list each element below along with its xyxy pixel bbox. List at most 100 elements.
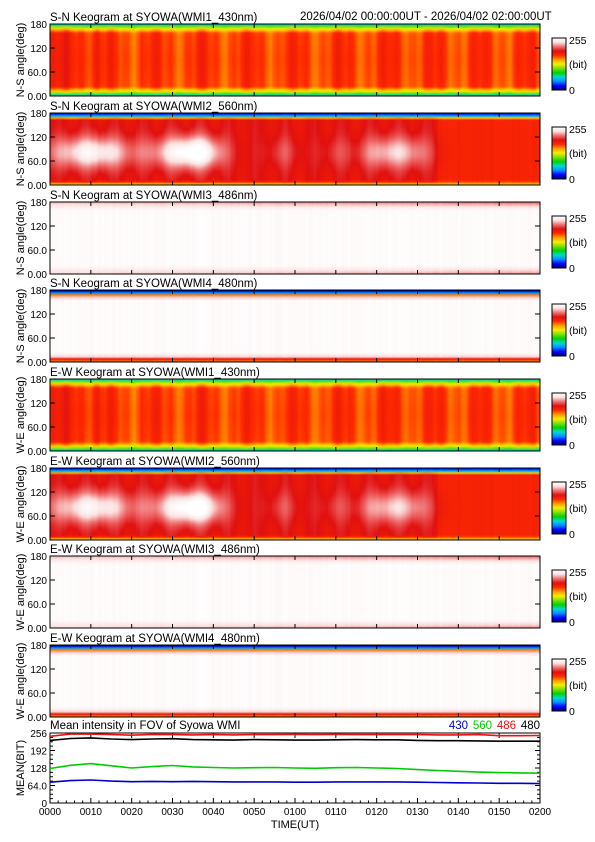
y-tick-label: 64.0 — [28, 782, 48, 793]
y-tick-label: 60.0 — [28, 600, 48, 611]
y-tick-label: 60.0 — [28, 512, 48, 523]
legend-entry: 486 — [497, 720, 516, 732]
colorbar-min-label: 0 — [569, 440, 575, 452]
y-tick-label: 0.00 — [28, 181, 48, 192]
y-axis-label: MEAN(BIT) — [15, 740, 27, 796]
y-tick-label: 120 — [30, 488, 47, 499]
y-tick-label: 0.00 — [28, 270, 48, 281]
series-line-560 — [49, 762, 541, 774]
y-axis-label: W-E angle(deg) — [15, 554, 27, 631]
y-tick-label: 180 — [30, 641, 47, 652]
y-tick-label: 120 — [30, 310, 47, 321]
colorbar — [551, 126, 567, 180]
y-tick-label: 60.0 — [28, 689, 48, 700]
colorbar-min-label: 0 — [569, 263, 575, 275]
colorbar — [551, 658, 567, 712]
colorbar-unit-label: (bit) — [569, 680, 587, 692]
y-tick-label: 120 — [30, 44, 47, 55]
panel-title: E-W Keogram at SYOWA(WMI2_560nm) — [50, 456, 260, 468]
y-tick-label: 180 — [30, 198, 47, 209]
legend-entry: 480 — [521, 720, 540, 732]
y-tick-label: 60.0 — [28, 157, 48, 168]
chart-title: Mean intensity in FOV of Syowa WMI — [50, 720, 240, 732]
colorbar-max-label: 255 — [569, 390, 587, 402]
y-tick-label: 60.0 — [28, 423, 48, 434]
keogram-panel: E-W Keogram at SYOWA(WMI2_560nm) 0.00 60.0… — [15, 456, 587, 547]
keogram-image — [50, 290, 540, 362]
y-axis-label: N-S angle(deg) — [15, 112, 27, 187]
panel-title: S-N Keogram at SYOWA(WMI2_560nm) — [50, 101, 257, 113]
y-tick-label: 0 — [41, 799, 47, 810]
y-tick-label: 120 — [30, 576, 47, 587]
y-tick-label: 120 — [30, 399, 47, 410]
y-axis-label: N-S angle(deg) — [15, 201, 27, 276]
y-tick-label: 128 — [30, 764, 47, 775]
y-tick-label: 120 — [30, 222, 47, 233]
x-tick-label: 0010 — [80, 807, 103, 818]
y-tick-label: 180 — [30, 286, 47, 297]
colorbar-unit-label: (bit) — [569, 237, 587, 249]
y-tick-label: 0.00 — [28, 713, 48, 724]
x-axis-label: TIME(UT) — [271, 819, 319, 831]
keogram-image — [50, 113, 540, 185]
colorbar-max-label: 255 — [569, 35, 587, 47]
series-line-430 — [49, 779, 541, 785]
legend-entry: 560 — [473, 720, 492, 732]
keogram-panel: S-N Keogram at SYOWA(WMI2_560nm) 0.00 60.0… — [15, 101, 587, 192]
panel-title: S-N Keogram at SYOWA(WMI3_486nm) — [50, 190, 257, 202]
y-axis-label: W-E angle(deg) — [15, 643, 27, 720]
colorbar-max-label: 255 — [569, 301, 587, 313]
y-axis-label: N-S angle(deg) — [15, 289, 27, 364]
y-tick-label: 120 — [30, 133, 47, 144]
x-tick-label: 0150 — [488, 807, 511, 818]
colorbar-unit-label: (bit) — [569, 59, 587, 71]
y-tick-label: 256 — [30, 729, 47, 740]
keogram-image — [50, 556, 540, 628]
panel-title: S-N Keogram at SYOWA(WMI1_430nm) — [50, 12, 257, 24]
panel-title: E-W Keogram at SYOWA(WMI4_480nm) — [50, 633, 260, 645]
y-tick-label: 0.00 — [28, 358, 48, 369]
keogram-image — [50, 379, 540, 451]
y-axis-label: W-E angle(deg) — [15, 377, 27, 454]
keogram-image — [50, 202, 540, 274]
x-tick-label: 0130 — [406, 807, 429, 818]
colorbar — [551, 37, 567, 91]
y-tick-label: 0.00 — [28, 536, 48, 547]
y-axis-label: N-S angle(deg) — [15, 23, 27, 98]
mean-intensity-chart: Mean intensity in FOV of Syowa WMI 480 486… — [15, 720, 552, 831]
colorbar-unit-label: (bit) — [569, 148, 587, 160]
colorbar-min-label: 0 — [569, 85, 575, 97]
y-tick-label: 180 — [30, 109, 47, 120]
y-tick-label: 180 — [30, 375, 47, 386]
x-tick-label: 0040 — [202, 807, 225, 818]
colorbar-max-label: 255 — [569, 213, 587, 225]
x-tick-label: 0050 — [243, 807, 266, 818]
y-tick-label: 0.00 — [28, 447, 48, 458]
keogram-panel: E-W Keogram at SYOWA(WMI1_430nm) 0.00 60.0… — [15, 367, 587, 458]
y-tick-label: 192 — [30, 747, 47, 758]
colorbar — [551, 392, 567, 446]
colorbar — [551, 303, 567, 357]
y-tick-label: 0.00 — [28, 92, 48, 103]
keogram-panel: E-W Keogram at SYOWA(WMI4_480nm) 0.00 60.0… — [15, 633, 587, 724]
keogram-panel: S-N Keogram at SYOWA(WMI4_480nm) 0.00 60.0… — [15, 278, 587, 369]
x-tick-label: 0110 — [325, 807, 347, 818]
keogram-image — [50, 645, 540, 717]
x-tick-label: 0140 — [447, 807, 470, 818]
x-tick-label: 0020 — [121, 807, 144, 818]
colorbar-max-label: 255 — [569, 124, 587, 136]
x-tick-label: 0100 — [284, 807, 307, 818]
colorbar — [551, 481, 567, 535]
colorbar — [551, 569, 567, 623]
keogram-panel: S-N Keogram at SYOWA(WMI1_430nm) 0.00 60.0… — [15, 12, 587, 103]
colorbar-max-label: 255 — [569, 479, 587, 491]
y-axis-label: W-E angle(deg) — [15, 466, 27, 543]
keogram-image — [50, 24, 540, 96]
header-time-range: 2026/04/02 00:00:00UT - 2026/04/02 02:00… — [300, 11, 552, 23]
y-tick-label: 120 — [30, 665, 47, 676]
x-tick-label: 0120 — [366, 807, 389, 818]
legend-entry: 430 — [449, 720, 468, 732]
x-tick-label: 0000 — [39, 807, 62, 818]
colorbar-max-label: 255 — [569, 567, 587, 579]
